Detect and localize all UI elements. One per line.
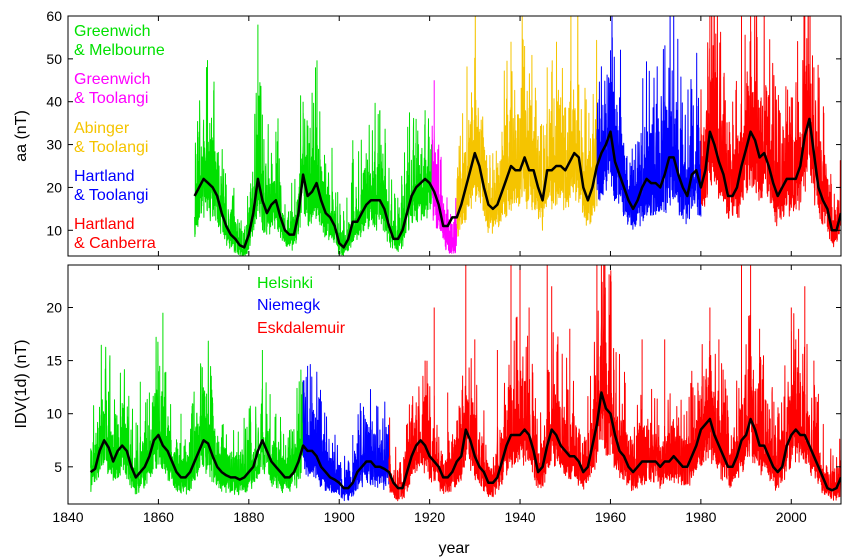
aa-y-tick-label-40: 40 bbox=[46, 94, 62, 110]
idv-series-niemegk bbox=[302, 364, 390, 502]
aa-series-greenwich-melbourne bbox=[194, 24, 433, 256]
legend-greenwich-melbourne-line1: Greenwich bbox=[74, 23, 150, 40]
aa-series-greenwich-toolangi bbox=[431, 80, 458, 254]
x-tick-label-1920: 1920 bbox=[414, 509, 445, 525]
legend-hartland-toolangi-line1: Hartland bbox=[74, 168, 134, 185]
aa-series-abinger-toolangi bbox=[456, 16, 598, 237]
legend-eskdalemuir: Eskdalemuir bbox=[257, 320, 346, 337]
aa-y-tick-label-20: 20 bbox=[46, 179, 62, 195]
x-tick-label-2000: 2000 bbox=[776, 509, 807, 525]
legend-abinger-toolangi-line1: Abinger bbox=[74, 120, 130, 137]
legend-hartland-canberra-line1: Hartland bbox=[74, 216, 134, 233]
aa-y-axis-label: aa (nT) bbox=[13, 110, 30, 162]
aa-series-layer bbox=[193, 16, 841, 256]
legend-niemegk: Niemegk bbox=[257, 297, 321, 314]
x-tick-label-1840: 1840 bbox=[52, 509, 83, 525]
idv-legend: Helsinki Niemegk Eskdalemuir bbox=[257, 275, 346, 337]
x-axis-label: year bbox=[438, 540, 470, 557]
aa-series-hartland-canberra bbox=[700, 16, 841, 248]
legend-greenwich-toolangi-line1: Greenwich bbox=[74, 71, 150, 88]
aa-y-tick-label-10: 10 bbox=[46, 222, 62, 238]
x-tick-label-1880: 1880 bbox=[233, 509, 264, 525]
aa-smoothed-line bbox=[193, 117, 841, 249]
x-tick-label-1980: 1980 bbox=[685, 509, 716, 525]
idv-y-ticks: 5 10 15 20 bbox=[46, 299, 841, 475]
idv-y-tick-label-15: 15 bbox=[46, 353, 62, 369]
idv-series-eskdalemuir bbox=[388, 265, 841, 502]
legend-greenwich-toolangi-line2: & Toolangi bbox=[74, 90, 148, 107]
x-ticks: 1840 1860 1880 1900 1920 1940 1960 1980 2000 bbox=[52, 265, 807, 525]
aa-y-ticks: 10 20 30 40 50 60 bbox=[46, 8, 841, 256]
idv-y-tick-label-20: 20 bbox=[46, 299, 62, 315]
x-tick-label-1860: 1860 bbox=[143, 509, 174, 525]
legend-hartland-canberra-line2: & Canberra bbox=[74, 235, 156, 252]
idv-plot-frame bbox=[67, 264, 842, 505]
aa-y-tick-label-60: 60 bbox=[46, 8, 62, 24]
legend-helsinki: Helsinki bbox=[257, 275, 313, 292]
idv-smoothed-line bbox=[89, 391, 841, 492]
aa-series-hartland-toolangi bbox=[596, 16, 702, 230]
x-tick-label-1940: 1940 bbox=[504, 509, 535, 525]
idv-series-layer bbox=[89, 265, 841, 502]
legend-greenwich-melbourne-line2: & Melbourne bbox=[74, 42, 165, 59]
x-tick-label-1900: 1900 bbox=[324, 509, 355, 525]
idv-y-tick-label-10: 10 bbox=[46, 406, 62, 422]
aa-panel: 10 20 30 40 50 60 aa (nT) Greenwich & Melbour… bbox=[13, 8, 842, 257]
aa-legend: Greenwich & Melbourne Greenwich & Toolan… bbox=[74, 23, 165, 252]
aa-plot-frame bbox=[67, 15, 842, 257]
aa-y-tick-label-50: 50 bbox=[46, 51, 62, 67]
legend-hartland-toolangi-line2: & Toolangi bbox=[74, 187, 148, 204]
legend-abinger-toolangi-line2: & Toolangi bbox=[74, 139, 148, 156]
idv-panel: 5 10 15 20 1840 1860 1880 1900 1920 1940 1960 1980… bbox=[13, 264, 842, 557]
idv-series-helsinki bbox=[90, 312, 304, 496]
x-tick-label-1960: 1960 bbox=[595, 509, 626, 525]
idv-y-tick-label-5: 5 bbox=[54, 459, 62, 475]
idv-y-axis-label: IDV(1d) (nT) bbox=[13, 340, 30, 429]
aa-y-tick-label-30: 30 bbox=[46, 137, 62, 153]
